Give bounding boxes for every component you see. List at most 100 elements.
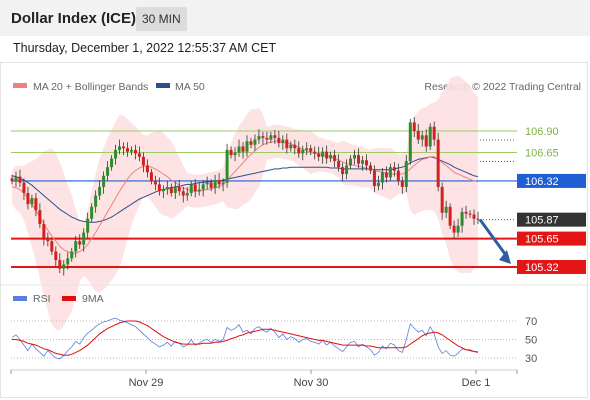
candle-bear	[193, 184, 197, 192]
candle-bull	[173, 186, 177, 193]
ma50-line	[11, 156, 479, 223]
candle-bear	[10, 178, 14, 181]
ma20-legend-swatch	[13, 83, 27, 88]
candle-bull	[94, 195, 98, 207]
candle-bear	[42, 223, 46, 239]
rsi-legend-swatch	[13, 296, 27, 301]
candle-bear	[285, 139, 289, 149]
rsi-line	[11, 317, 478, 360]
candle-bull	[161, 189, 165, 192]
candle-bear	[229, 149, 233, 156]
candle-bull	[281, 139, 285, 144]
candle-bear	[297, 148, 301, 154]
candle-bull	[189, 184, 193, 193]
candle-bear	[249, 141, 253, 145]
candle-bull	[213, 180, 217, 188]
candle-bull	[345, 165, 349, 175]
candle-bear	[293, 144, 297, 149]
candle-bull	[460, 211, 464, 226]
candle-bull	[329, 155, 333, 159]
candle-bull	[74, 241, 78, 252]
rsi-tick-label: 30	[525, 353, 537, 365]
candle-bear	[424, 135, 428, 147]
candle-bull	[118, 146, 122, 150]
candle-bull	[257, 136, 261, 140]
candle-bear	[50, 241, 54, 252]
candle-bear	[46, 238, 50, 242]
candle-bear	[277, 137, 281, 144]
candle-bull	[82, 232, 86, 245]
candle-bull	[233, 152, 237, 156]
x-tick-label: Nov 29	[129, 377, 164, 389]
candle-bull	[349, 158, 353, 166]
ma20-legend-label: MA 20 + Bollinger Bands	[33, 81, 148, 93]
candle-bear	[396, 170, 400, 181]
candle-bull	[197, 189, 201, 192]
candle-bull	[420, 135, 424, 140]
moving-averages	[11, 140, 479, 254]
candle-bear	[54, 251, 58, 261]
rsi-tick-label: 50	[525, 335, 537, 347]
candle-bull	[110, 158, 114, 168]
candle-bull	[86, 218, 90, 233]
candle-bear	[384, 172, 388, 178]
candle-bear	[472, 214, 476, 219]
candle-bear	[412, 122, 416, 131]
candle-bear	[368, 165, 372, 171]
forecast-arrow-head	[499, 250, 511, 264]
candle-bull	[129, 149, 133, 152]
candle-bull	[205, 182, 209, 185]
candle-bear	[141, 156, 145, 166]
rsi-ma-legend-label: 9MA	[82, 293, 104, 305]
candle-bear	[436, 139, 440, 187]
candle-bull	[66, 258, 70, 265]
candle-bear	[448, 206, 452, 226]
timeframe-badge[interactable]: 30 MIN	[136, 7, 187, 31]
timestamp: Thursday, December 1, 2022 12:55:37 AM C…	[13, 41, 277, 55]
header-bar: Dollar Index (ICE) 30 MIN	[0, 0, 590, 36]
candle-bull	[30, 198, 34, 205]
candle-bear	[126, 148, 130, 152]
candle-bear	[169, 186, 173, 193]
candle-bull	[225, 149, 229, 183]
candle-bear	[217, 180, 221, 185]
candle-bear	[468, 213, 472, 215]
candle-bear	[133, 149, 137, 154]
level-label-text: 105.32	[525, 262, 559, 274]
candle-bear	[78, 241, 82, 245]
candle-bull	[114, 149, 118, 159]
candle-bear	[476, 218, 480, 220]
resistance-label: 106.65	[525, 148, 559, 160]
level-label-box	[517, 231, 586, 246]
candle-bear	[313, 151, 317, 154]
level-labels: 106.90 106.65 106.32 105.87 105.65 105.32	[517, 126, 586, 274]
candle-bull	[269, 135, 273, 140]
candle-bear	[452, 225, 456, 233]
candle-bear	[34, 198, 38, 211]
candle-bear	[181, 191, 185, 196]
candle-bear	[400, 180, 404, 187]
candle-bull	[106, 167, 110, 176]
candle-bear	[26, 192, 30, 205]
candle-bear	[317, 153, 321, 157]
candle-bear	[241, 146, 245, 152]
candle-bear	[392, 167, 396, 171]
candle-bull	[90, 206, 94, 219]
candle-bull	[353, 155, 357, 159]
ma50-legend-swatch	[156, 83, 170, 88]
rsi-ma-line	[12, 320, 479, 356]
candle-bull	[380, 172, 384, 183]
bollinger-bands	[12, 76, 478, 331]
x-axis: Nov 29 Nov 30 Dec 1	[10, 370, 518, 389]
candle-bull	[305, 148, 309, 150]
candle-bear	[341, 167, 345, 175]
candle-bull	[102, 175, 106, 187]
candle-bear	[440, 186, 444, 213]
candle-bull	[408, 122, 412, 162]
candle-bull	[456, 225, 460, 233]
candle-bull	[301, 149, 305, 154]
candle-bull	[428, 126, 432, 147]
candle-bull	[62, 264, 66, 269]
candle-bear	[464, 211, 468, 214]
